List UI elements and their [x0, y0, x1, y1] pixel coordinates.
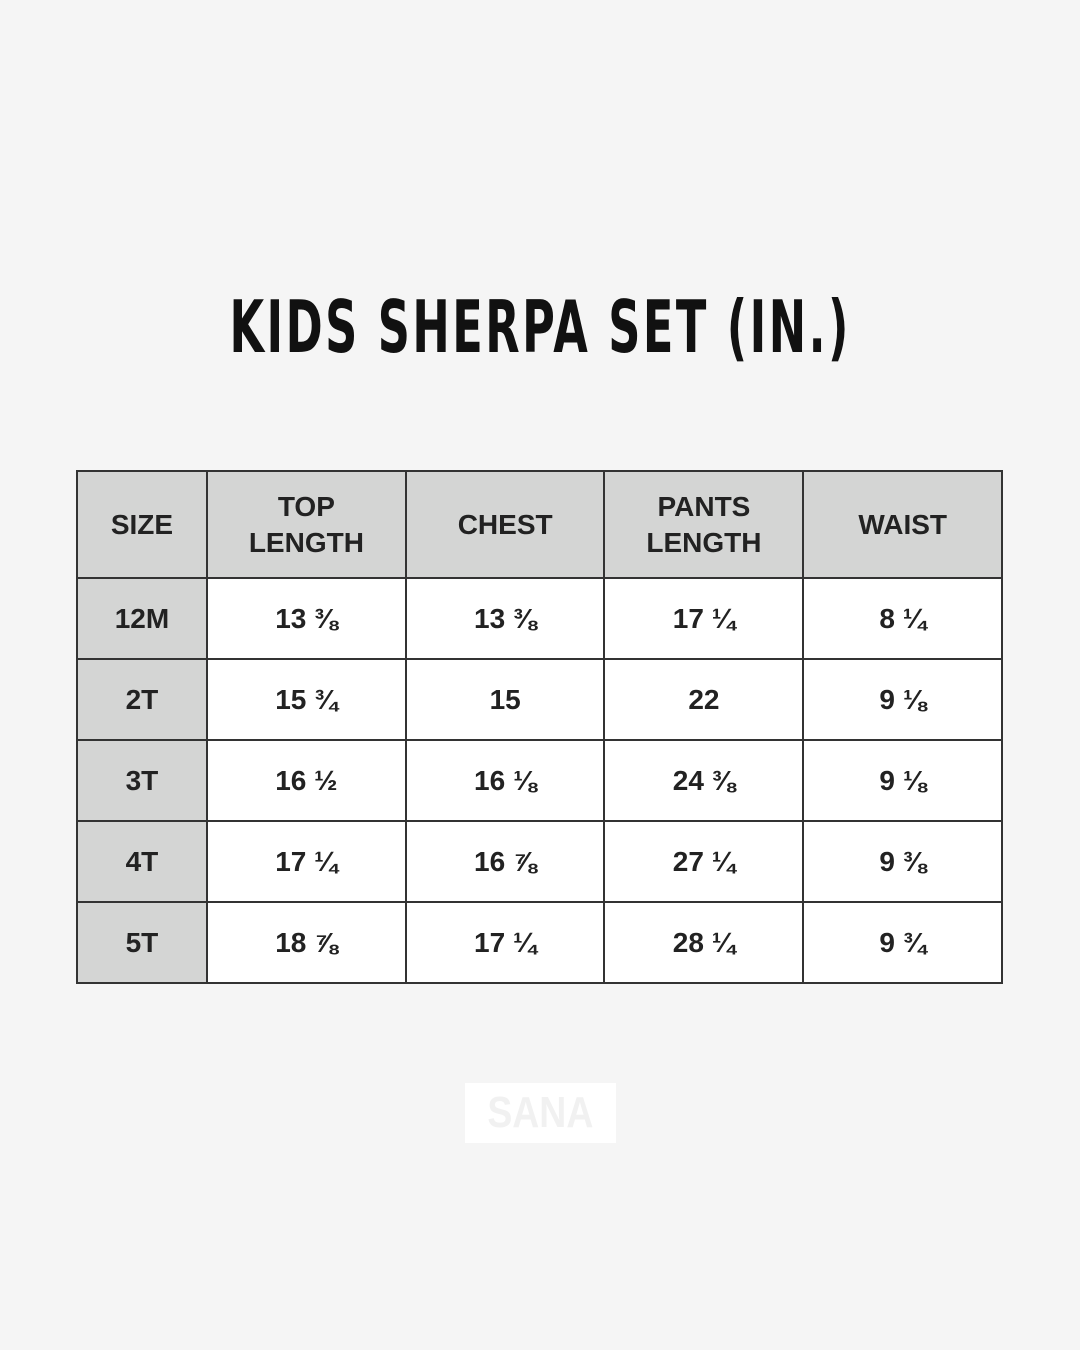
measurement-cell: 16 ½ [205, 739, 407, 822]
column-header: SIZE [76, 470, 208, 579]
sana-logo: SANA [465, 1083, 616, 1143]
measurement-cell: 9 ⅜ [802, 820, 1003, 903]
measurement-cell: 9 ¾ [802, 901, 1003, 984]
measurement-cell: 15 [404, 658, 606, 741]
measurement-cell: 8 ¼ [802, 577, 1003, 660]
measurement-cell: 22 [603, 658, 805, 741]
size-cell: 12M [76, 577, 208, 660]
measurement-cell: 17 ¼ [205, 820, 407, 903]
measurement-cell: 9 ⅛ [802, 658, 1003, 741]
size-cell: 3T [76, 739, 208, 822]
header-row: SIZE TOP LENGTH CHEST PANTS LENGTH WAIST [76, 470, 1003, 579]
measurement-cell: 13 ⅜ [205, 577, 407, 660]
measurement-cell: 17 ¼ [603, 577, 805, 660]
measurement-cell: 24 ⅜ [603, 739, 805, 822]
measurement-cell: 16 ⅞ [404, 820, 606, 903]
measurement-cell: 27 ¼ [603, 820, 805, 903]
size-cell: 5T [76, 901, 208, 984]
measurement-cell: 15 ¾ [205, 658, 407, 741]
size-cell: 2T [76, 658, 208, 741]
measurement-cell: 16 ⅛ [404, 739, 606, 822]
size-cell: 4T [76, 820, 208, 903]
logo-text: SANA [487, 1088, 594, 1137]
measurement-cell: 17 ¼ [404, 901, 606, 984]
table-row: 2T 15 ¾ 15 22 9 ⅛ [76, 658, 1003, 741]
column-header: TOP LENGTH [205, 470, 407, 579]
page-title: KIDS SHERPA SET (IN.) [0, 285, 1080, 369]
size-chart-table: SIZE TOP LENGTH CHEST PANTS LENGTH WAIST 12M… [76, 470, 1003, 984]
column-header: WAIST [802, 470, 1003, 579]
measurement-cell: 28 ¼ [603, 901, 805, 984]
measurement-cell: 18 ⅞ [205, 901, 407, 984]
measurement-cell: 13 ⅜ [404, 577, 606, 660]
column-header: PANTS LENGTH [603, 470, 805, 579]
column-header: CHEST [404, 470, 606, 579]
title-text: KIDS SHERPA SET (IN.) [229, 285, 851, 369]
measurement-cell: 9 ⅛ [802, 739, 1003, 822]
